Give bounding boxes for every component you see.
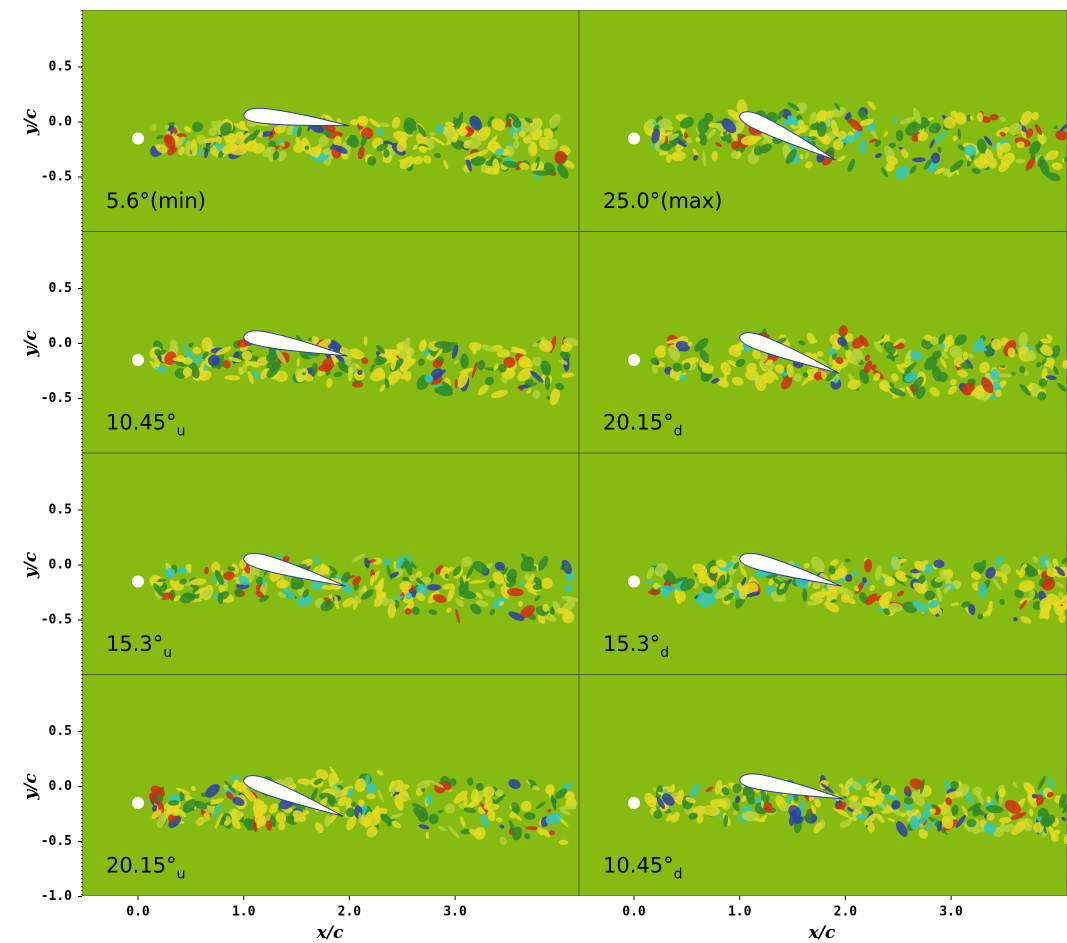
y-tick-label: 0.0 [49, 558, 73, 573]
x-tick-label: 2.0 [834, 905, 858, 920]
y-tick-label: 0.0 [49, 336, 73, 351]
y-tick-label: -1.0 [41, 889, 72, 904]
y-tick-label: 0.5 [49, 281, 72, 296]
panel-label-text: 10.45° [603, 854, 674, 878]
x-tick-label: 3.0 [939, 905, 963, 920]
panel-label-text: 25.0°(max) [603, 189, 722, 213]
y-axis-label: y/c [21, 773, 41, 801]
y-tick-label: 0.0 [49, 115, 73, 130]
cylinder [132, 133, 144, 145]
panel-label-subscript: d [660, 645, 669, 661]
vortex-blob [1058, 613, 1065, 622]
panel-label-text: 20.15° [106, 854, 177, 878]
x-tick-label: 0.0 [126, 905, 150, 920]
panel-label-text: 5.6°(min) [106, 189, 206, 213]
y-axis-label: y/c [21, 330, 41, 358]
panel-label-subscript: u [177, 424, 186, 440]
y-tick-label: 0.0 [49, 779, 73, 794]
y-tick-label: -0.5 [41, 613, 72, 628]
cylinder [628, 354, 640, 366]
x-tick-label: 1.0 [728, 905, 752, 920]
cylinder [132, 797, 144, 809]
y-tick-label: 0.5 [49, 503, 72, 518]
panel-label: 5.6°(min) [106, 189, 206, 213]
y-tick-label: 0.5 [49, 724, 72, 739]
y-tick-label: -0.5 [41, 170, 72, 185]
cylinder [132, 354, 144, 366]
panel-label-subscript: d [674, 424, 683, 440]
y-axis-label: y/c [21, 551, 41, 579]
x-axis-label: x/c [808, 923, 836, 943]
page: {"axes": {"y_label": "y/c", "x_label": "… [0, 0, 1067, 943]
panel-label-text: 15.3° [106, 632, 163, 656]
panel-label-text: 15.3° [603, 632, 660, 656]
panel-label-subscript: u [177, 867, 186, 883]
x-tick-label: 1.0 [232, 905, 256, 920]
panel-label-subscript: u [163, 645, 172, 661]
y-tick-label: -0.5 [41, 834, 72, 849]
cylinder [132, 576, 144, 588]
x-tick-label: 2.0 [338, 905, 362, 920]
vortex-blob [510, 348, 525, 353]
y-tick-label: -0.5 [41, 391, 72, 406]
panel-label-text: 20.15° [603, 411, 674, 435]
x-tick-label: 0.0 [622, 905, 646, 920]
y-tick-label: 0.5 [49, 60, 72, 75]
y-axis-label: y/c [21, 108, 41, 136]
cylinder [628, 576, 640, 588]
panel-label-text: 10.45° [106, 411, 177, 435]
panel-label: 25.0°(max) [603, 189, 722, 213]
x-axis-label: x/c [316, 923, 344, 943]
figure: 5.6°(min)25.0°(max)10.45°u20.15°d15.3°u1… [0, 0, 1067, 943]
cylinder [628, 133, 640, 145]
x-tick-label: 3.0 [443, 905, 467, 920]
panel-label-subscript: d [674, 867, 683, 883]
cylinder [628, 797, 640, 809]
vortex-blob [963, 351, 968, 360]
